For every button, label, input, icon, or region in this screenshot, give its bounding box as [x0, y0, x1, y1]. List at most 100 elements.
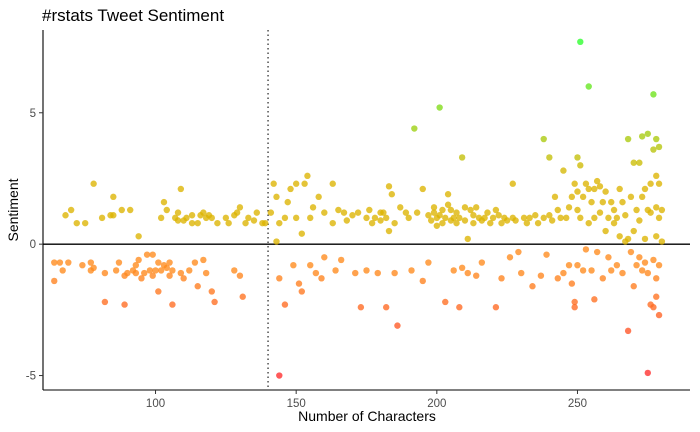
data-point [112, 267, 120, 274]
data-point [520, 214, 528, 222]
data-point [200, 256, 207, 264]
data-point [242, 219, 249, 227]
data-point [650, 146, 657, 153]
data-point [492, 304, 500, 311]
x-axis-ticks: 100 150 200 250 [146, 390, 587, 410]
data-point [270, 180, 277, 187]
data-point [124, 269, 131, 277]
data-point [591, 296, 598, 303]
data-point [231, 267, 238, 274]
data-point [160, 198, 168, 206]
x-tick-label: 150 [287, 398, 306, 410]
data-point [157, 267, 165, 274]
data-point [574, 154, 581, 161]
data-point [591, 185, 598, 193]
data-point [582, 180, 590, 187]
data-point [174, 217, 182, 224]
data-point [208, 288, 215, 295]
data-point [591, 214, 598, 222]
data-point [608, 267, 615, 274]
data-point [363, 267, 370, 274]
data-point [650, 91, 657, 98]
data-point [515, 248, 522, 256]
x-axis-title: Number of Characters [298, 408, 436, 424]
data-point [239, 293, 246, 300]
data-point [633, 261, 640, 269]
data-point [169, 267, 176, 274]
data-point [644, 130, 652, 137]
data-point [641, 185, 649, 193]
x-tick-label: 200 [427, 398, 446, 410]
data-point [461, 204, 469, 211]
data-point [174, 209, 182, 216]
data-point [433, 222, 441, 229]
data-point [380, 209, 387, 216]
data-point [489, 214, 497, 222]
data-point [298, 230, 305, 237]
data-point [298, 288, 305, 295]
y-tick-label: 0 [30, 239, 36, 251]
data-point [630, 159, 637, 166]
data-point [608, 198, 615, 206]
data-point [343, 217, 351, 224]
y-axis-ticks: -5 0 5 [26, 108, 43, 383]
data-point [647, 180, 654, 187]
data-point [276, 372, 283, 379]
data-point [461, 217, 469, 224]
data-point [377, 217, 384, 224]
data-point [568, 280, 576, 287]
data-point [512, 217, 519, 224]
data-point [655, 214, 663, 222]
data-point [473, 272, 480, 279]
data-point [577, 214, 584, 222]
data-point [309, 204, 317, 211]
data-point [391, 219, 398, 227]
data-point [557, 214, 564, 222]
data-point [655, 143, 663, 151]
data-point [90, 180, 97, 187]
data-point [543, 251, 550, 258]
data-point [450, 214, 457, 222]
data-point [447, 206, 455, 214]
data-point [554, 206, 561, 214]
data-point [503, 217, 511, 224]
data-point [624, 327, 632, 335]
data-point [290, 261, 297, 269]
data-point [163, 206, 170, 214]
data-point [366, 206, 373, 214]
data-point [363, 214, 370, 222]
data-point [492, 206, 500, 214]
data-point [169, 301, 176, 308]
data-point [155, 288, 162, 295]
data-point [62, 212, 69, 219]
data-point [551, 193, 559, 201]
data-point [166, 272, 173, 279]
data-point [622, 212, 629, 219]
data-point [180, 275, 187, 282]
data-point [627, 193, 635, 201]
data-point [610, 206, 618, 214]
data-point [588, 267, 595, 274]
data-point [650, 256, 657, 264]
data-point [79, 261, 86, 269]
data-point [647, 209, 654, 216]
data-point [565, 261, 573, 269]
data-point [413, 209, 421, 216]
data-point [653, 293, 660, 300]
data-point [456, 214, 463, 222]
data-point [481, 214, 488, 222]
data-point [487, 219, 494, 227]
data-point [579, 267, 587, 274]
data-point [650, 304, 657, 311]
data-point [149, 251, 156, 258]
data-point [534, 219, 542, 227]
data-point [653, 275, 660, 282]
data-point [51, 259, 58, 266]
data-point [596, 183, 604, 190]
data-point [394, 322, 401, 329]
data-point [644, 269, 652, 277]
data-point [653, 135, 660, 143]
data-point [554, 275, 561, 282]
data-point [188, 219, 196, 227]
data-point [430, 209, 438, 216]
